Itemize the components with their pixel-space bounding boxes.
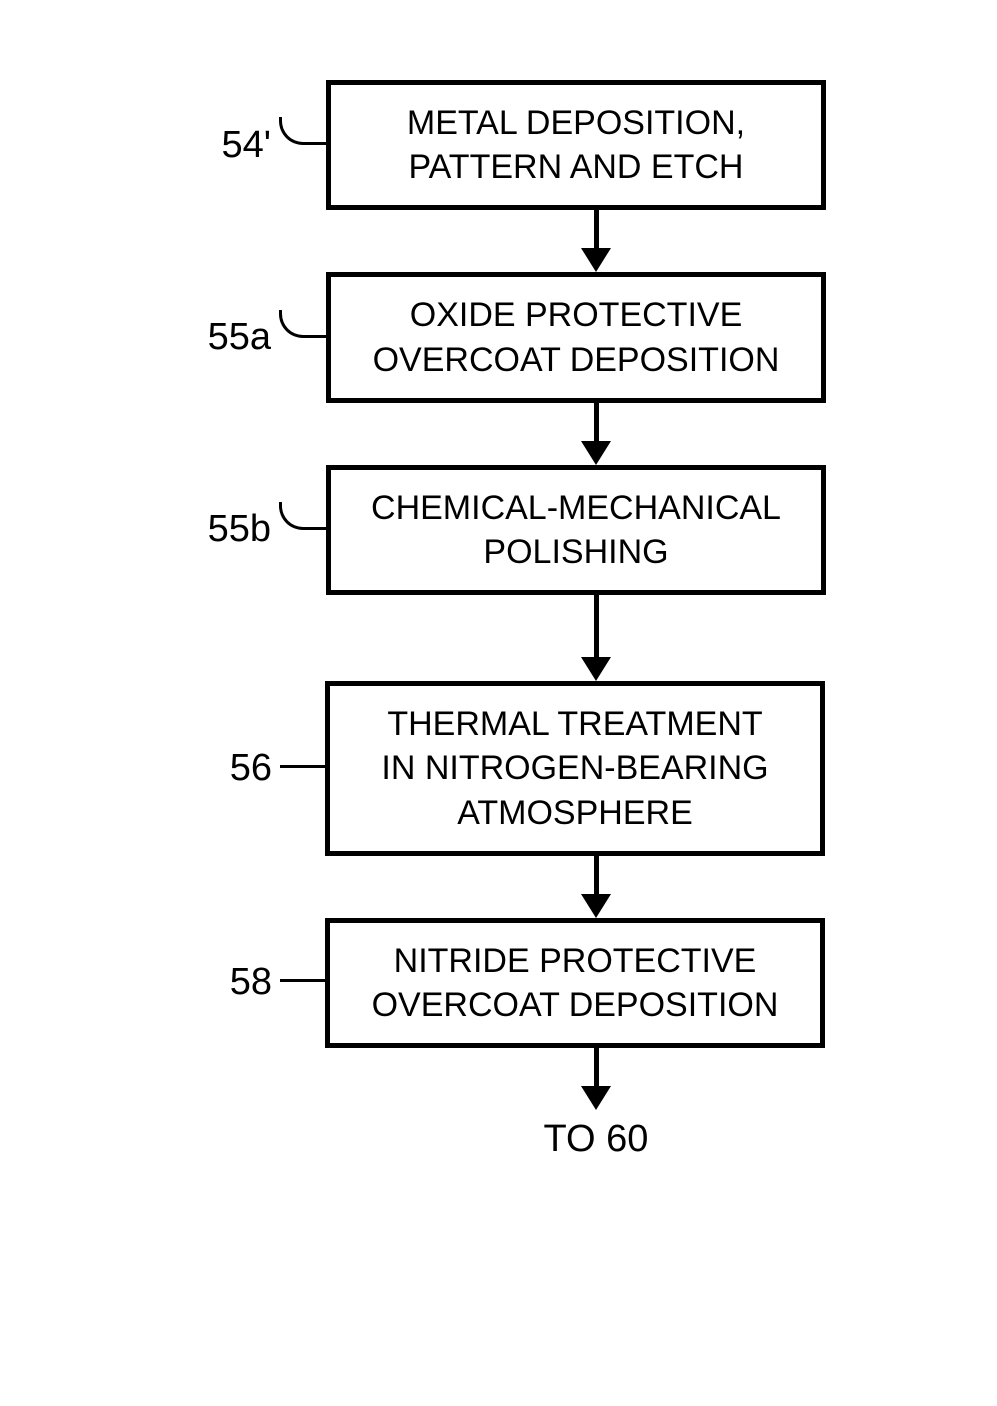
- arrow-head-icon: [581, 1086, 611, 1110]
- box-line: CHEMICAL-MECHANICAL: [371, 489, 781, 527]
- box-line: METAL DEPOSITION,: [407, 104, 745, 142]
- node-label: 54': [171, 124, 271, 167]
- arrow-shaft: [594, 210, 599, 248]
- flowchart-container: 54' METAL DEPOSITION, PATTERN AND ETCH 5…: [171, 80, 826, 1161]
- arrow-shaft: [594, 856, 599, 894]
- box-line: POLISHING: [483, 533, 668, 571]
- flow-box-nitride-overcoat: NITRIDE PROTECTIVE OVERCOAT DEPOSITION: [325, 918, 825, 1048]
- label-connector: [280, 765, 325, 768]
- flow-arrow: [581, 210, 611, 272]
- box-line: OVERCOAT DEPOSITION: [373, 341, 780, 379]
- node-label: 55b: [171, 508, 271, 551]
- flow-box-oxide-overcoat: OXIDE PROTECTIVE OVERCOAT DEPOSITION: [326, 272, 826, 402]
- flow-box-metal-deposition: METAL DEPOSITION, PATTERN AND ETCH: [326, 80, 826, 210]
- node-label: 58: [172, 961, 272, 1004]
- flow-box-cmp: CHEMICAL-MECHANICAL POLISHING: [326, 465, 826, 595]
- flow-row: 55a OXIDE PROTECTIVE OVERCOAT DEPOSITION: [171, 272, 826, 402]
- flow-arrow: [581, 1048, 611, 1110]
- arrow-head-icon: [581, 248, 611, 272]
- flow-row: 54' METAL DEPOSITION, PATTERN AND ETCH: [171, 80, 826, 210]
- arrow-shaft: [594, 595, 599, 657]
- box-line: IN NITROGEN-BEARING: [381, 749, 768, 787]
- arrow-head-icon: [581, 441, 611, 465]
- flow-row: 55b CHEMICAL-MECHANICAL POLISHING: [171, 465, 826, 595]
- arrow-head-icon: [581, 657, 611, 681]
- label-connector: [279, 117, 329, 145]
- node-label: 55a: [171, 316, 271, 359]
- flow-box-thermal-treatment: THERMAL TREATMENT IN NITROGEN-BEARING AT…: [325, 681, 825, 856]
- flow-arrow: [581, 856, 611, 918]
- label-connector: [280, 979, 325, 982]
- flow-end-label: TO 60: [544, 1118, 649, 1161]
- arrow-shaft: [594, 403, 599, 441]
- node-label: 56: [172, 747, 272, 790]
- box-line: NITRIDE PROTECTIVE: [394, 942, 757, 980]
- box-line: ATMOSPHERE: [457, 794, 693, 832]
- flow-row: 58 NITRIDE PROTECTIVE OVERCOAT DEPOSITIO…: [171, 918, 826, 1048]
- flow-arrow: [581, 403, 611, 465]
- box-line: OVERCOAT DEPOSITION: [372, 986, 779, 1024]
- arrow-head-icon: [581, 894, 611, 918]
- flow-row: 56 THERMAL TREATMENT IN NITROGEN-BEARING…: [171, 681, 826, 856]
- box-line: PATTERN AND ETCH: [409, 148, 744, 186]
- label-connector: [279, 502, 329, 530]
- box-line: THERMAL TREATMENT: [387, 705, 762, 743]
- box-line: OXIDE PROTECTIVE: [410, 296, 743, 334]
- flow-arrow: [581, 595, 611, 681]
- label-connector: [279, 310, 329, 338]
- arrow-shaft: [594, 1048, 599, 1086]
